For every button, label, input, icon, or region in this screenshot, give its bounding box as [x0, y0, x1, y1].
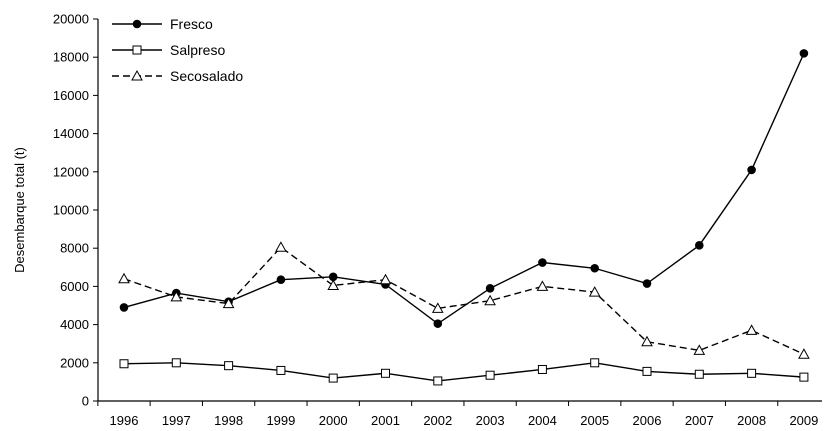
data-point-salpreso — [799, 372, 809, 382]
y-tick-label: 4000 — [60, 317, 89, 332]
series-fresco — [119, 49, 809, 328]
data-point-secosalado — [327, 279, 340, 290]
data-point-fresco — [642, 279, 652, 288]
data-point-salpreso — [381, 368, 390, 378]
series-line-salpreso — [123, 362, 804, 382]
y-tick-label: 10000 — [53, 203, 89, 218]
data-point-fresco — [485, 284, 495, 293]
x-tick-label: 2008 — [737, 413, 766, 428]
data-point-secosalado — [118, 272, 130, 284]
x-tick-label: 2005 — [580, 413, 609, 428]
data-point-secosalado — [588, 286, 601, 297]
x-tick-label: 2002 — [423, 413, 452, 428]
y-tick-label: 8000 — [60, 241, 89, 256]
series-line-fresco — [123, 53, 805, 325]
data-point-secosalado — [536, 280, 549, 291]
series-line-secosalado — [123, 246, 805, 355]
data-point-salpreso — [171, 358, 181, 368]
data-point-salpreso — [537, 364, 547, 374]
legend-marker-fresco — [132, 19, 142, 29]
data-point-secosalado — [641, 335, 653, 347]
legend-item-secosalado: Secosalado — [112, 68, 243, 84]
data-point-secosalado — [275, 241, 287, 252]
data-point-secosalado — [484, 294, 496, 306]
data-point-secosalado — [431, 302, 444, 313]
legend-label-fresco: Fresco — [170, 16, 213, 32]
data-point-fresco — [747, 165, 756, 175]
legend-marker-secosalado — [131, 69, 143, 81]
data-point-fresco — [119, 303, 129, 312]
chart-axes — [93, 18, 822, 406]
y-tick-label: 0 — [82, 394, 89, 409]
x-tick-label: 1999 — [266, 413, 295, 428]
legend-label-secosalado: Secosalado — [170, 68, 243, 84]
data-point-fresco — [538, 258, 547, 267]
data-point-salpreso — [224, 361, 234, 371]
data-point-fresco — [799, 49, 809, 58]
data-point-fresco — [695, 241, 704, 250]
y-tick-label: 2000 — [60, 355, 89, 370]
y-axis-title: Desembarque total (t) — [12, 147, 27, 273]
legend-label-salpreso: Salpreso — [170, 42, 225, 58]
x-tick-label: 2009 — [789, 413, 818, 428]
data-point-salpreso — [694, 369, 704, 379]
x-tick-label: 1998 — [214, 413, 243, 428]
series-salpreso — [119, 358, 809, 386]
x-tick-label: 1997 — [162, 413, 191, 428]
data-point-fresco — [433, 319, 443, 328]
data-point-salpreso — [747, 368, 757, 378]
legend-marker-salpreso — [132, 45, 142, 55]
data-point-salpreso — [590, 358, 600, 368]
y-tick-label: 12000 — [53, 164, 89, 179]
legend-item-fresco: Fresco — [112, 16, 213, 32]
series-layer — [118, 49, 810, 386]
y-tick-label: 14000 — [53, 126, 89, 141]
x-tick-label: 2001 — [371, 413, 400, 428]
data-point-salpreso — [642, 366, 652, 376]
data-point-secosalado — [745, 324, 758, 335]
data-point-salpreso — [276, 365, 286, 375]
y-tick-label: 6000 — [60, 279, 89, 294]
data-point-secosalado — [170, 290, 183, 302]
data-point-fresco — [276, 275, 286, 285]
x-tick-labels: 1996 1997 1998 1999 2000 2001 2002 2003 2004 2005… — [110, 413, 819, 428]
data-point-salpreso — [485, 370, 495, 380]
data-point-secosalado — [222, 297, 235, 309]
y-tick-label: 16000 — [53, 88, 89, 103]
legend-item-salpreso: Salpreso — [112, 42, 225, 58]
data-point-salpreso — [433, 376, 443, 386]
series-secosalado — [118, 241, 810, 359]
y-tick-label: 20000 — [53, 12, 89, 27]
x-tick-label: 2006 — [633, 413, 662, 428]
legend: Fresco Salpreso Secosalado — [112, 16, 243, 84]
data-point-secosalado — [693, 344, 706, 355]
x-tick-label: 1996 — [110, 413, 139, 428]
data-point-fresco — [590, 263, 600, 273]
data-point-secosalado — [379, 273, 392, 285]
x-tick-label: 2000 — [319, 413, 348, 428]
y-tick-label: 18000 — [53, 50, 89, 65]
x-tick-label: 2003 — [476, 413, 505, 428]
data-point-salpreso — [119, 359, 129, 369]
data-point-salpreso — [328, 373, 338, 383]
x-tick-label: 2007 — [685, 413, 714, 428]
data-point-secosalado — [798, 348, 810, 359]
x-tick-label: 2004 — [528, 413, 557, 428]
y-tick-labels: 0 2000 4000 6000 8000 10000 12000 14000 16000 180… — [53, 12, 89, 409]
